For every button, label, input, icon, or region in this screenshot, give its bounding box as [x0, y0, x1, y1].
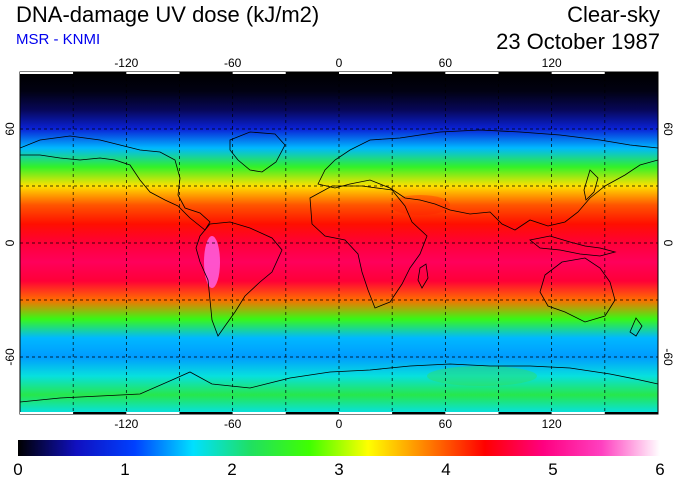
antarctica-coast: [20, 363, 658, 403]
australia-coast: [539, 257, 616, 323]
frame-tick-top: [604, 72, 658, 74]
frame-tick-top: [179, 72, 233, 74]
lat-label-left: 60: [3, 122, 17, 136]
colorbar-label: 6: [655, 460, 664, 479]
lat-label-right: -60: [661, 348, 675, 366]
colorbar-label: 0: [13, 460, 22, 479]
colorbar-label: 3: [334, 460, 343, 479]
lat-label-right: 0: [661, 240, 675, 247]
lon-label-bottom: 0: [336, 417, 343, 431]
graticule: [20, 72, 658, 414]
frame-tick-bottom: [604, 412, 658, 414]
greenland-coast: [229, 131, 286, 173]
frame-tick-top: [445, 72, 499, 74]
frame-tick-bottom: [232, 412, 286, 414]
longitude-labels-top: -120 -60 0 60 120: [114, 56, 562, 70]
frame-tick-top: [20, 72, 74, 74]
frame-tick-bottom: [126, 412, 180, 414]
lon-label-top: 0: [336, 56, 343, 70]
frame-ticks: [20, 72, 658, 414]
colorbar-labels: 0 1 2 3 4 5 6: [13, 460, 664, 479]
lon-label-bottom: 60: [439, 417, 453, 431]
date-label: 23 October 1987: [496, 29, 660, 54]
frame-tick-bottom: [392, 412, 446, 414]
lon-label-bottom: 120: [542, 417, 562, 431]
andes-high-dose-patch: [204, 236, 220, 288]
source-label: MSR - KNMI: [16, 31, 101, 48]
lat-label-right: 60: [661, 122, 675, 136]
south-america-coast: [195, 221, 283, 337]
lon-label-top: 120: [542, 56, 562, 70]
frame-tick-bottom: [551, 412, 605, 414]
latitude-labels-left: 60 0 -60: [3, 122, 17, 366]
antarctic-plateau-patch: [427, 366, 537, 386]
new-zealand-coast: [629, 317, 643, 337]
lon-label-top: -120: [114, 56, 138, 70]
frame-tick-top: [551, 72, 605, 74]
colorbar-label: 2: [227, 460, 236, 479]
lat-label-left: 0: [3, 239, 17, 246]
lon-label-bottom: -60: [224, 417, 242, 431]
frame-tick-top: [392, 72, 446, 74]
lon-label-bottom: -120: [114, 417, 138, 431]
colorbar-label: 5: [548, 460, 557, 479]
frame-tick-bottom: [285, 412, 339, 414]
madagascar-coast: [417, 263, 429, 289]
map-title: DNA-damage UV dose (kJ/m2): [16, 2, 320, 27]
frame-tick-top: [73, 72, 127, 74]
japan-coast: [583, 169, 599, 201]
frame-tick-bottom: [73, 412, 127, 414]
frame-tick-top: [126, 72, 180, 74]
colorbar-label: 1: [120, 460, 129, 479]
coastlines: [20, 129, 658, 403]
lon-label-top: 60: [439, 56, 453, 70]
frame-tick-top: [285, 72, 339, 74]
frame-tick-top: [498, 72, 552, 74]
frame-tick-bottom: [339, 412, 393, 414]
sky-condition-label: Clear-sky: [567, 2, 660, 27]
colorbar: [18, 440, 660, 456]
sahara-arabia-patch: [390, 195, 450, 215]
africa-coast: [309, 185, 428, 309]
southeast-asia-islands: [529, 235, 617, 257]
frame-tick-top: [232, 72, 286, 74]
longitude-labels-bottom: -120 -60 0 60 120: [114, 417, 562, 431]
lat-label-left: -60: [3, 348, 17, 366]
eurasia-coast: [317, 129, 658, 231]
frame-tick-bottom: [179, 412, 233, 414]
lon-label-top: -60: [224, 56, 242, 70]
frame-tick-top: [339, 72, 393, 74]
frame-tick-bottom: [498, 412, 552, 414]
frame-tick-bottom: [445, 412, 499, 414]
frame-tick-bottom: [20, 412, 74, 414]
colorbar-label: 4: [441, 460, 450, 479]
latitude-labels-right: 60 0 -60: [661, 122, 675, 366]
